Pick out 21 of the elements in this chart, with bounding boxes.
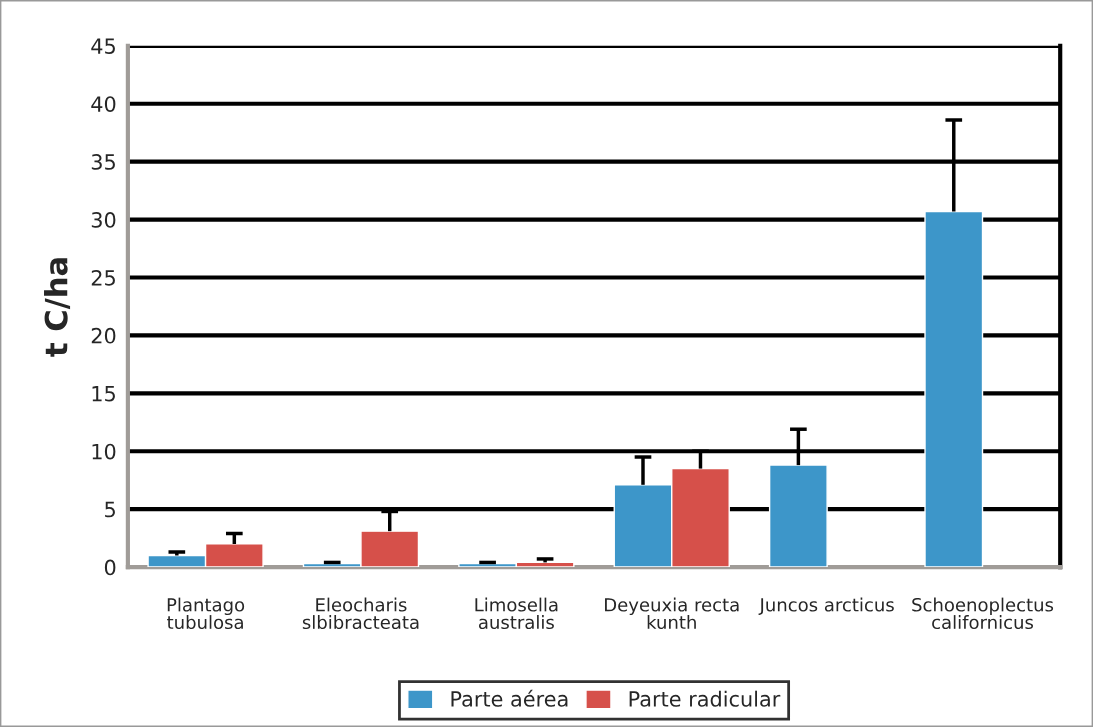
y-tick-label: 40 [91, 96, 116, 112]
x-tick-label: Schoenoplectus californicus [912, 597, 1054, 630]
y-tick-label: 45 [91, 38, 115, 55]
legend-label: Parte radicular [629, 690, 781, 707]
y-tick-label: 30 [91, 212, 116, 228]
y-tick-label: 20 [91, 327, 116, 344]
bar [768, 464, 828, 568]
bar [924, 210, 984, 568]
y-tick-label: 0 [104, 559, 116, 576]
x-tick-label: Juncos arcticus [758, 597, 894, 615]
y-tick-label: 5 [105, 501, 115, 518]
x-tick-label: Eleocharis slbibracteata [302, 597, 419, 630]
y-tick-label: 25 [91, 269, 115, 286]
x-tick-label: Limosella australis [475, 597, 558, 630]
legend-label: Parte aérea [451, 689, 568, 707]
y-axis-title: t C/ha [44, 258, 71, 357]
y-tick-label: 15 [92, 386, 115, 402]
y-tick-label: 35 [91, 154, 115, 170]
x-tick-label: Plantago tubulosa [167, 597, 245, 630]
x-tick-label: Deyeuxia recta kunth [605, 597, 739, 630]
y-tick-label: 10 [92, 443, 116, 460]
